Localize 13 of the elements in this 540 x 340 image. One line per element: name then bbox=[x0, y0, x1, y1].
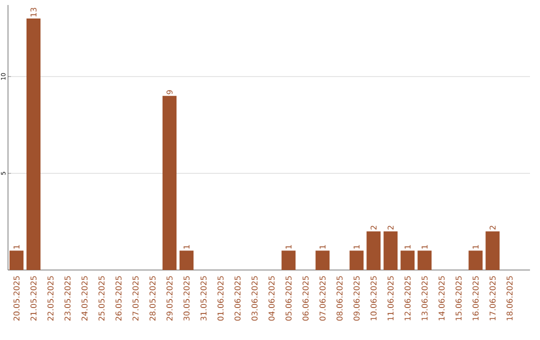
bar bbox=[162, 96, 177, 270]
bar bbox=[10, 250, 24, 270]
bar bbox=[282, 250, 296, 270]
bar bbox=[350, 250, 364, 270]
bar bbox=[366, 231, 381, 270]
bar bbox=[486, 231, 500, 270]
bar bbox=[400, 250, 415, 270]
bar bbox=[468, 250, 483, 270]
bar bbox=[316, 250, 330, 270]
bar bbox=[384, 231, 398, 270]
bar bbox=[180, 250, 194, 270]
bar bbox=[26, 18, 41, 270]
bar bbox=[418, 250, 432, 270]
